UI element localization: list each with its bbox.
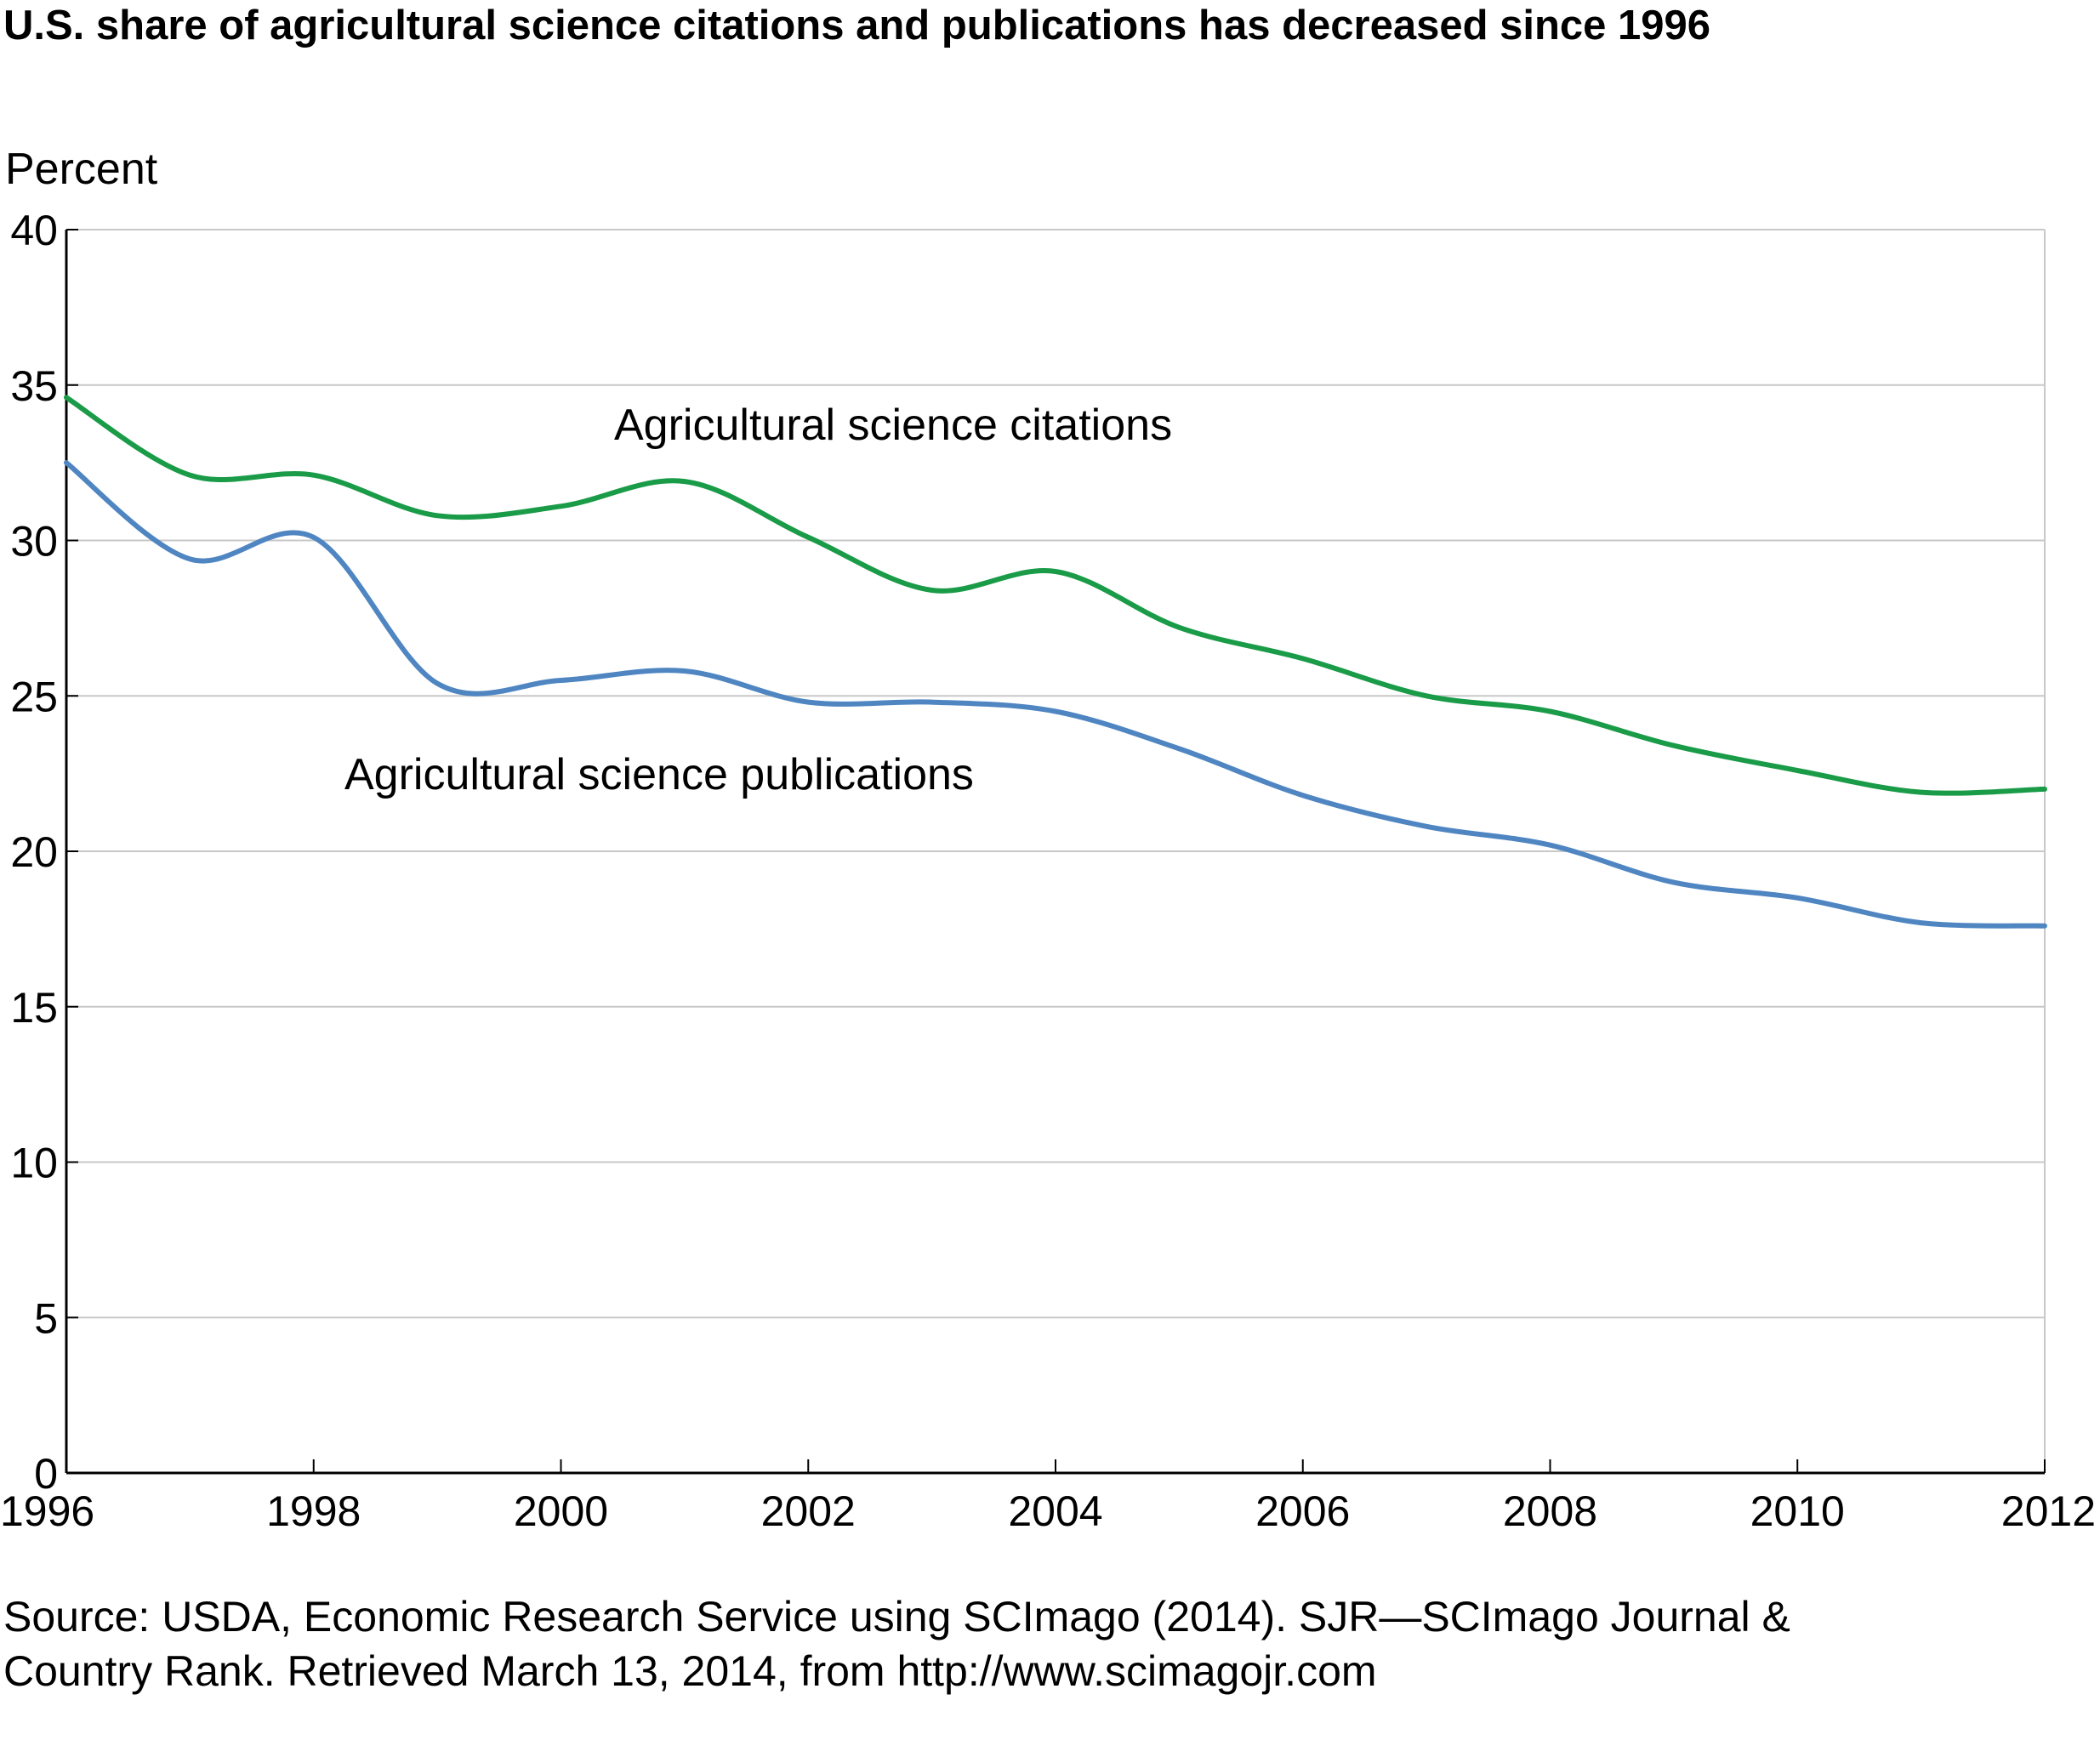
y-tick-label: 20 <box>10 828 58 876</box>
x-tick-label: 2006 <box>1255 1487 1350 1535</box>
y-tick-label: 40 <box>10 207 58 254</box>
series-label-publications: Agricultural science publications <box>344 750 974 799</box>
chart-title: U.S. share of agricultural science citat… <box>3 3 1711 48</box>
source-line-2: Country Rank. Retrieved March 13, 2014, … <box>3 1647 1377 1695</box>
y-tick-label: 35 <box>10 362 58 410</box>
x-tick-label: 2000 <box>514 1487 608 1535</box>
series-line-citations <box>64 395 2047 796</box>
source-line-1: Source: USDA, Economic Research Service … <box>3 1593 1790 1640</box>
source-note: Source: USDA, Economic Research Service … <box>3 1589 1790 1698</box>
series-lines <box>64 395 2047 929</box>
x-tick-label: 2008 <box>1503 1487 1597 1535</box>
y-tick-label: 15 <box>10 984 58 1032</box>
gridlines <box>66 229 2046 1473</box>
x-tick-label: 2010 <box>1750 1487 1845 1535</box>
x-tick-label: 1998 <box>266 1487 361 1535</box>
axes <box>65 229 2046 1475</box>
x-tick-label: 1996 <box>0 1487 94 1535</box>
y-tick-labels: 0 5 10 15 20 25 30 35 40 <box>10 207 58 1498</box>
x-tick-label: 2002 <box>761 1487 856 1535</box>
y-tick-label: 5 <box>34 1294 58 1342</box>
y-tick-label: 25 <box>10 673 58 720</box>
x-tick-label: 2004 <box>1008 1487 1102 1535</box>
series-line-publications <box>64 460 2047 929</box>
y-tick-label: 10 <box>10 1140 58 1187</box>
y-tick-label: 0 <box>34 1450 58 1498</box>
y-axis-label: Percent <box>5 145 158 194</box>
x-tick-labels: 1996 1998 2000 2002 2004 2006 2008 2010 2012 <box>0 1487 2096 1535</box>
y-tick-label: 30 <box>10 518 58 566</box>
x-tick-label: 2012 <box>2001 1487 2096 1535</box>
series-label-citations: Agricultural science citations <box>614 401 1172 450</box>
